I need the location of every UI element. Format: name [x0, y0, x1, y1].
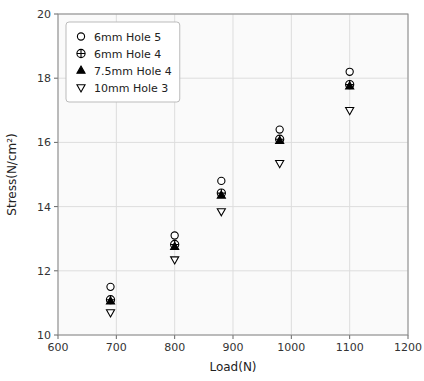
y-axis-label: Stress(N/cm²)	[5, 133, 19, 215]
tick-label: 12	[37, 265, 51, 278]
legend-box	[66, 22, 180, 102]
marker-part	[171, 240, 179, 248]
point	[171, 232, 178, 239]
marker-part	[77, 49, 85, 57]
legend: 6mm Hole 5 6mm Hole 4 7.5mm Hole 4 10mm Hol…	[66, 22, 180, 102]
tick	[408, 335, 409, 339]
tick-label: 800	[164, 341, 185, 354]
grid	[58, 14, 408, 335]
tick	[349, 335, 350, 339]
legend-marker	[77, 33, 84, 40]
point	[106, 310, 114, 317]
tick	[233, 335, 234, 339]
series	[106, 108, 353, 317]
point	[106, 296, 114, 304]
tick-label: 1000	[277, 341, 305, 354]
tick-label: 600	[48, 341, 69, 354]
point	[217, 191, 225, 198]
tick-label: 18	[37, 72, 51, 85]
marker-part	[217, 189, 225, 197]
axes: 600 700 800 900 1000 1100 1200 10 12 14 16 18 20	[37, 8, 422, 354]
point	[171, 240, 179, 248]
grid-line	[233, 14, 234, 335]
plot-frame	[58, 14, 408, 335]
grid-line	[349, 14, 350, 335]
chart: 600 700 800 900 1000 1100 1200 10 12 14 16 18 20 Load…	[0, 0, 424, 381]
grid-line	[58, 142, 408, 143]
point	[276, 135, 284, 143]
tick	[54, 270, 58, 271]
legend-marker	[77, 49, 85, 57]
tick	[58, 335, 59, 339]
tick	[54, 14, 58, 15]
point	[276, 126, 283, 133]
marker-part	[276, 135, 284, 143]
legend-marker	[77, 66, 85, 73]
marker-part	[171, 240, 179, 248]
marker-part	[346, 81, 354, 89]
point	[106, 297, 114, 304]
grid-line	[58, 206, 408, 207]
tick-label: 1100	[336, 341, 364, 354]
legend-label: 6mm Hole 4	[94, 48, 161, 61]
x-axis-label: Load(N)	[209, 360, 256, 374]
tick	[54, 78, 58, 79]
point	[346, 81, 354, 89]
grid-line	[58, 270, 408, 271]
marker-part	[276, 135, 284, 143]
grid-line	[291, 14, 292, 335]
legend-label: 10mm Hole 3	[94, 82, 168, 95]
point	[107, 283, 114, 290]
legend-marker	[77, 85, 85, 92]
data	[106, 68, 353, 317]
tick	[54, 142, 58, 143]
point	[346, 108, 354, 115]
tick-label: 14	[37, 201, 51, 214]
tick	[54, 206, 58, 207]
marker-part	[217, 189, 225, 197]
point	[171, 242, 179, 249]
tick-label: 20	[37, 8, 51, 21]
marker-part	[106, 296, 114, 304]
tick	[116, 335, 117, 339]
tick-label: 700	[106, 341, 127, 354]
legend-label: 7.5mm Hole 4	[94, 65, 172, 78]
point	[276, 136, 284, 143]
tick-label: 10	[37, 329, 51, 342]
tick-label: 16	[37, 136, 51, 149]
marker-part	[346, 81, 354, 89]
tick	[291, 335, 292, 339]
point	[276, 161, 284, 168]
plot-area	[58, 14, 408, 335]
tick	[54, 335, 58, 336]
tick-label: 1200	[394, 341, 422, 354]
tick	[174, 335, 175, 339]
series	[106, 81, 353, 304]
point	[346, 82, 354, 89]
point	[217, 209, 225, 216]
point	[346, 68, 353, 75]
point	[218, 177, 225, 184]
marker-part	[77, 49, 85, 57]
series	[106, 82, 353, 304]
legend-label: 6mm Hole 5	[94, 31, 161, 44]
point	[217, 189, 225, 197]
tick-label: 900	[223, 341, 244, 354]
marker-part	[106, 296, 114, 304]
background	[0, 0, 424, 381]
point	[171, 257, 179, 264]
